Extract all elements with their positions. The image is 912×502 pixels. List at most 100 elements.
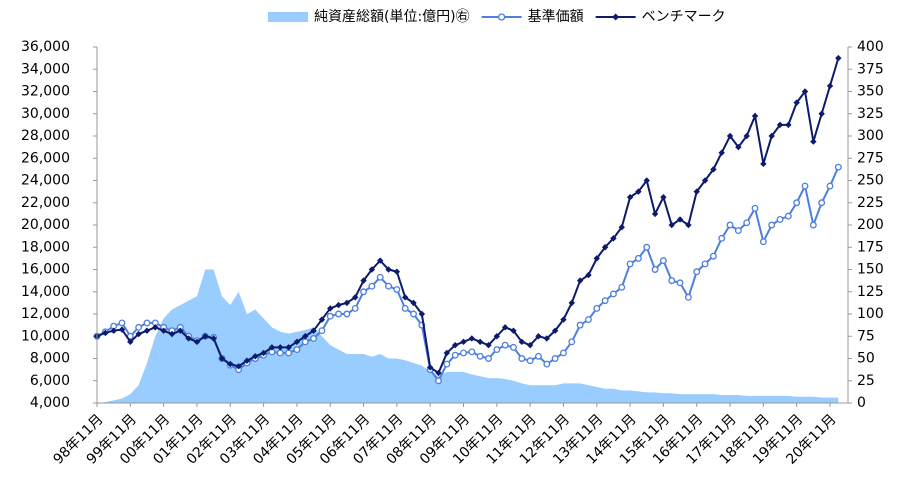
marker: [718, 149, 725, 156]
marker: [118, 326, 126, 333]
marker: [693, 188, 700, 195]
marker: [826, 82, 834, 90]
marker: [751, 204, 759, 212]
marker: [485, 341, 492, 349]
marker: [160, 327, 167, 334]
marker: [451, 351, 459, 359]
marker: [218, 355, 226, 362]
legend-marker: [612, 13, 620, 21]
y2-tick-label: 400: [857, 39, 884, 55]
marker: [326, 312, 334, 320]
marker: [610, 235, 617, 242]
marker: [168, 330, 176, 338]
marker: [510, 343, 517, 351]
marker: [709, 252, 717, 260]
marker: [293, 346, 301, 354]
y-tick-label: 30,000: [21, 106, 70, 122]
y-tick-label: 26,000: [21, 150, 70, 166]
marker: [801, 182, 809, 190]
marker: [659, 257, 667, 265]
y-tick-label: 20,000: [21, 217, 70, 233]
marker: [335, 301, 342, 309]
marker: [635, 188, 642, 195]
marker: [701, 260, 709, 268]
y2-tick-label: 175: [857, 239, 884, 255]
marker: [834, 163, 842, 171]
marker: [585, 271, 592, 279]
marker: [551, 355, 559, 362]
marker: [410, 310, 417, 318]
marker: [560, 349, 567, 357]
marker: [143, 319, 151, 327]
marker: [152, 324, 159, 331]
marker: [776, 121, 784, 129]
marker: [385, 266, 392, 273]
marker: [593, 255, 600, 262]
marker: [443, 349, 451, 357]
marker: [818, 110, 825, 117]
y-tick-label: 4,000: [30, 395, 70, 411]
marker: [260, 349, 267, 357]
marker: [693, 268, 701, 276]
marker: [535, 352, 542, 360]
marker: [651, 266, 659, 273]
y-tick-label: 8,000: [30, 351, 70, 367]
y2-tick-label: 0: [857, 395, 866, 411]
marker: [601, 297, 609, 305]
marker: [734, 227, 742, 235]
marker: [668, 221, 675, 229]
marker: [393, 268, 401, 275]
marker: [451, 341, 459, 349]
y-tick-label: 28,000: [21, 128, 70, 144]
marker: [401, 304, 409, 312]
marker: [576, 321, 584, 329]
marker: [743, 132, 750, 140]
marker: [268, 344, 276, 351]
marker: [460, 349, 467, 357]
marker: [460, 338, 467, 346]
marker: [501, 324, 509, 331]
y-tick-label: 16,000: [21, 262, 70, 278]
y2-tick-label: 250: [857, 173, 884, 189]
marker: [143, 327, 151, 334]
legend-marker: [497, 13, 506, 21]
marker: [835, 54, 842, 62]
marker: [609, 290, 617, 298]
marker: [793, 199, 801, 207]
marker: [335, 310, 343, 318]
marker: [668, 277, 676, 285]
marker: [418, 310, 426, 318]
marker: [809, 221, 817, 229]
marker: [493, 346, 501, 354]
marker: [710, 166, 717, 173]
y2-tick-label: 225: [857, 195, 884, 211]
y2-tick-label: 150: [857, 262, 884, 278]
marker: [293, 338, 301, 346]
marker: [593, 304, 601, 312]
marker: [626, 193, 634, 201]
marker: [135, 330, 142, 338]
marker: [410, 299, 417, 307]
y-tick-label: 36,000: [21, 39, 70, 55]
marker: [426, 364, 434, 371]
marker: [784, 212, 792, 220]
marker: [343, 310, 351, 318]
marker: [660, 193, 667, 201]
marker: [584, 316, 592, 324]
marker: [726, 132, 734, 140]
marker: [543, 360, 551, 368]
y2-tick-label: 375: [857, 61, 884, 77]
y-tick-label: 22,000: [21, 195, 70, 211]
marker: [618, 283, 626, 291]
y-tick-label: 14,000: [21, 284, 70, 300]
marker: [443, 360, 451, 368]
marker: [768, 132, 775, 140]
marker: [302, 333, 309, 340]
marker: [685, 221, 692, 229]
marker: [127, 338, 134, 346]
marker: [435, 377, 442, 385]
marker: [526, 357, 534, 365]
marker: [535, 333, 542, 340]
marker: [810, 138, 817, 145]
marker: [310, 335, 318, 342]
